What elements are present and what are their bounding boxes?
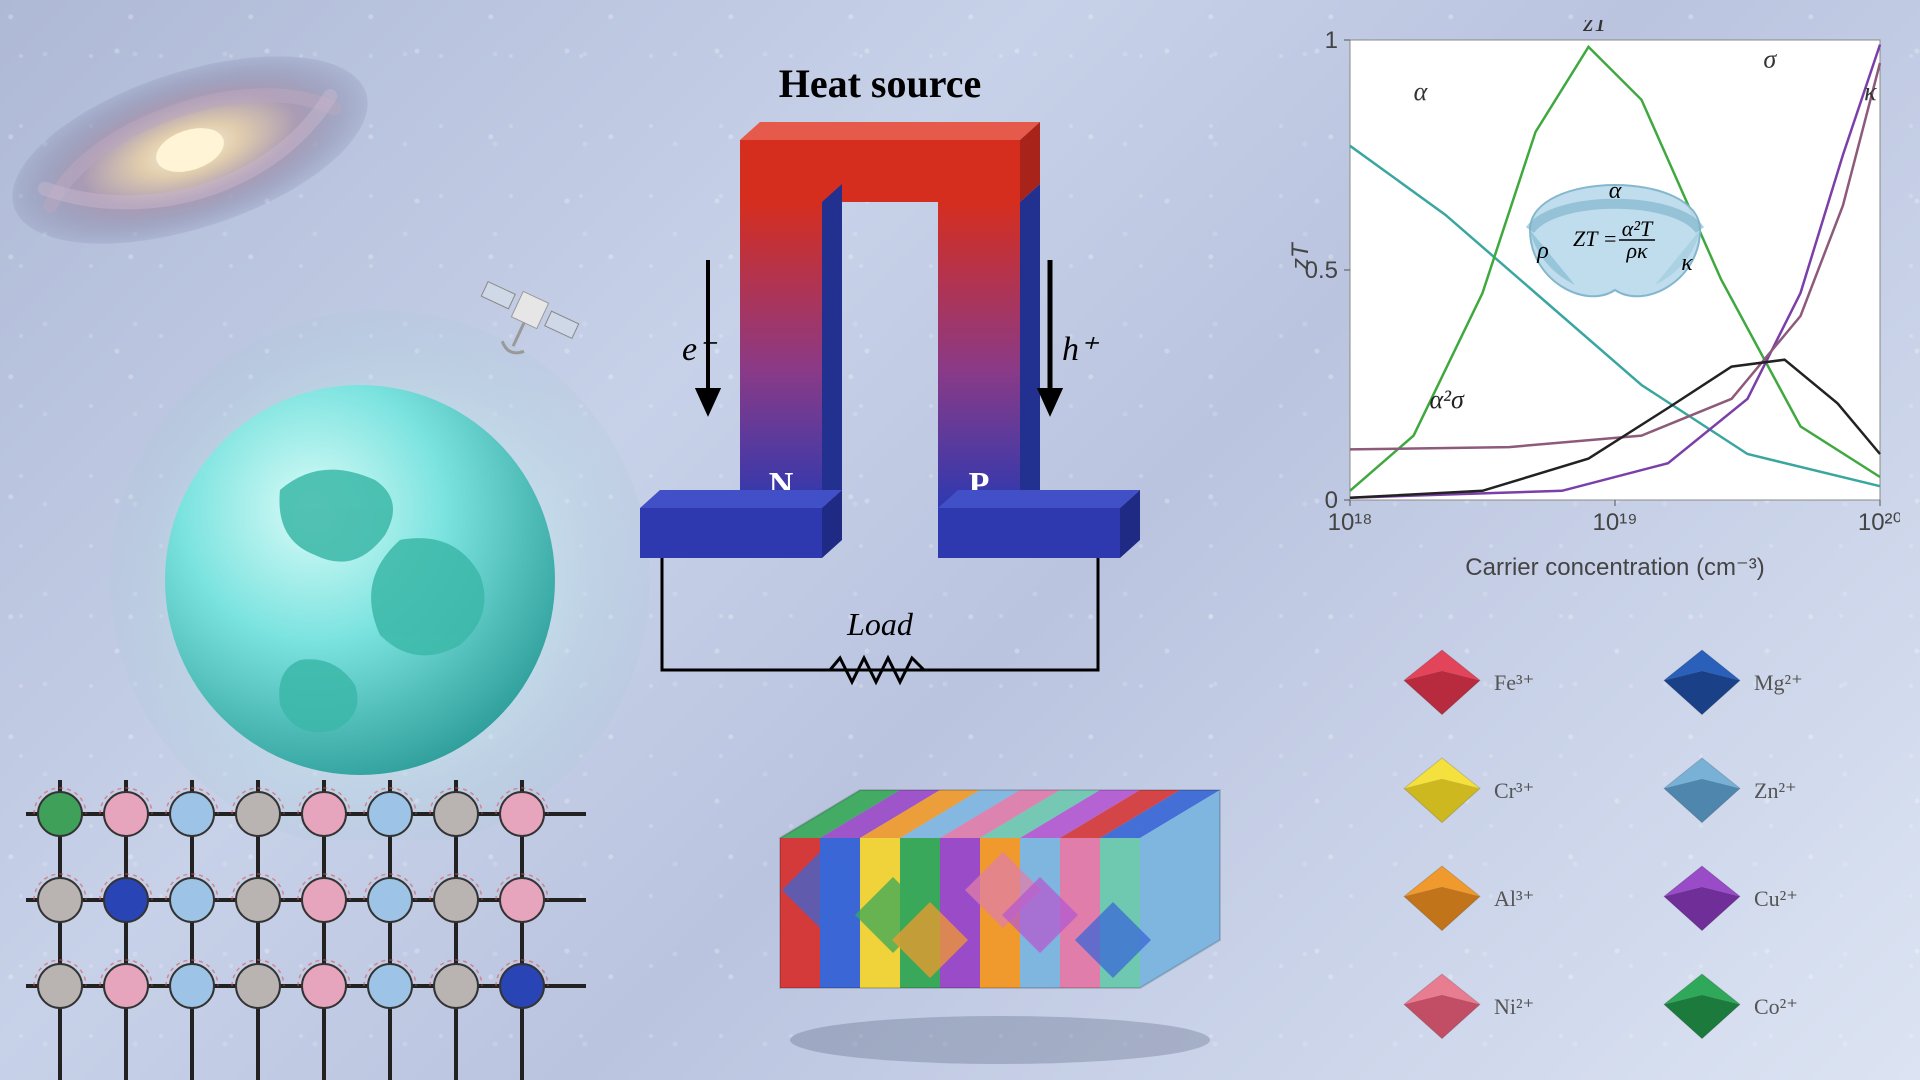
zt-chart: zT Carrier concentration (cm⁻³) 00.5110¹…	[1280, 20, 1900, 590]
ion-label: Cr³⁺	[1494, 778, 1534, 803]
lattice-atom	[434, 878, 478, 922]
lattice-atom	[368, 792, 412, 836]
ion-label: Al³⁺	[1494, 886, 1534, 911]
load-label: Load	[846, 606, 914, 642]
zt-xtick: 10¹⁹	[1593, 509, 1638, 536]
lattice-atom	[500, 964, 544, 1008]
ion-Cu²⁺: Cu²⁺	[1664, 866, 1798, 931]
ion-Co²⁺: Co²⁺	[1664, 974, 1798, 1039]
lattice-atom	[368, 878, 412, 922]
block-front-strip	[940, 838, 980, 988]
lattice-atom	[302, 878, 346, 922]
zt-x-label: Carrier concentration (cm⁻³)	[1465, 554, 1764, 581]
zt-label-kappa: κ	[1864, 77, 1877, 106]
lattice-atom	[38, 964, 82, 1008]
zt-label-sigma: σ	[1763, 45, 1777, 74]
ion-label: Fe³⁺	[1494, 670, 1534, 695]
ion-label: Zn²⁺	[1754, 778, 1797, 803]
electron-label: e⁻	[682, 331, 718, 368]
hole-label: h⁺	[1062, 331, 1100, 368]
ion-label: Co²⁺	[1754, 994, 1798, 1019]
zt-xtick: 10²⁰	[1858, 509, 1900, 536]
lattice-atom	[170, 964, 214, 1008]
lattice-atom	[38, 792, 82, 836]
lattice-atom	[434, 792, 478, 836]
lattice-atom	[236, 964, 280, 1008]
ion-Fe³⁺: Fe³⁺	[1404, 650, 1534, 715]
ring-alpha: α	[1609, 178, 1622, 204]
lattice-atom	[500, 878, 544, 922]
polycrystal-block	[740, 740, 1240, 1070]
ring-rho: ρ	[1536, 238, 1549, 264]
ion-Zn²⁺: Zn²⁺	[1664, 758, 1797, 823]
lattice-atom	[302, 964, 346, 1008]
svg-text:ρκ: ρκ	[1625, 238, 1648, 263]
ion-Ni²⁺: Ni²⁺	[1404, 974, 1534, 1039]
lattice-atom	[434, 964, 478, 1008]
lattice-atom	[302, 792, 346, 836]
svg-text:ZT =: ZT =	[1573, 226, 1617, 251]
zt-label-a2sigma: α²σ	[1430, 385, 1465, 414]
lattice-atom	[38, 878, 82, 922]
ion-legend: Fe³⁺ Mg²⁺ Cr³⁺ Zn²⁺ Al³⁺ Cu²⁺ Ni²⁺ Co²⁺	[1374, 630, 1894, 1060]
ion-label: Mg²⁺	[1754, 670, 1803, 695]
lattice-atom	[236, 878, 280, 922]
lattice-atom	[500, 792, 544, 836]
lattice-atom	[170, 792, 214, 836]
zt-xtick: 10¹⁸	[1328, 509, 1373, 536]
thermoelectric-diagram: Heat source N P	[600, 60, 1160, 700]
ring-kappa: κ	[1681, 250, 1693, 276]
zt-label-alpha: α	[1414, 77, 1429, 106]
lattice-atom	[236, 792, 280, 836]
zt-ytick: 1	[1325, 27, 1338, 54]
galaxy-illustration	[0, 20, 420, 320]
lattice-atom	[368, 964, 412, 1008]
ion-Mg²⁺: Mg²⁺	[1664, 650, 1803, 715]
earth-illustration	[100, 280, 660, 840]
lattice-diagram	[26, 780, 586, 1080]
lattice-atom	[104, 792, 148, 836]
lattice-atom	[170, 878, 214, 922]
zt-label-zT: zT	[1582, 20, 1609, 37]
lattice-atom	[104, 964, 148, 1008]
ion-label: Ni²⁺	[1494, 994, 1534, 1019]
zt-ytick: 0.5	[1305, 257, 1338, 284]
ion-label: Cu²⁺	[1754, 886, 1798, 911]
lattice-atom	[104, 878, 148, 922]
ion-Cr³⁺: Cr³⁺	[1404, 758, 1534, 823]
ion-Al³⁺: Al³⁺	[1404, 866, 1534, 931]
